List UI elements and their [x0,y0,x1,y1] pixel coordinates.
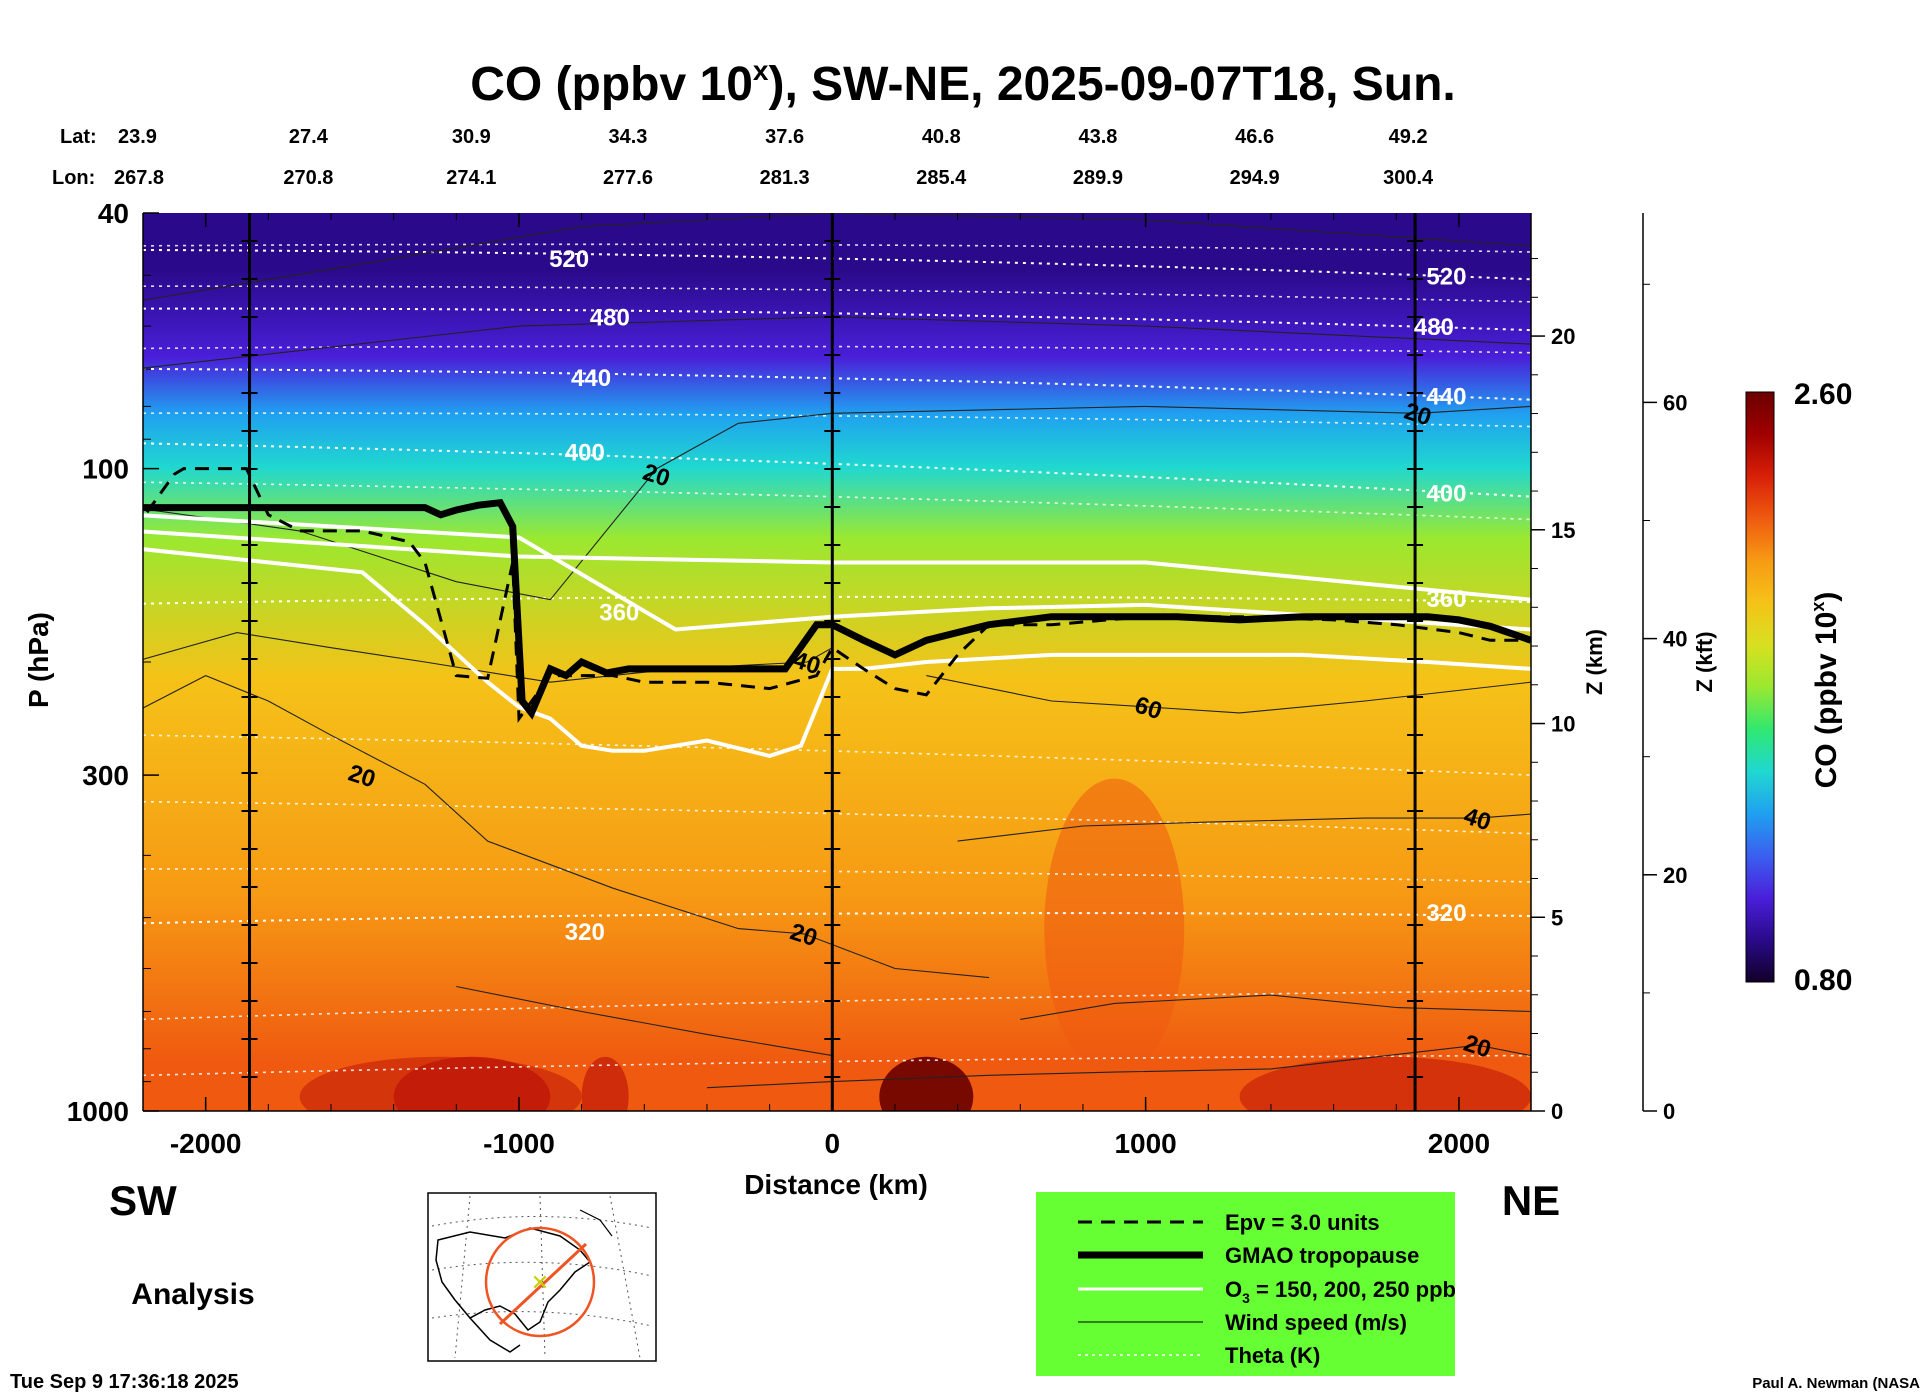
p-tick-label: 100 [82,454,129,485]
lat-value: 43.8 [1078,126,1117,148]
lon-value: 277.6 [603,167,653,189]
wind-speed-contour [143,674,990,979]
legend: Epv = 3.0 units GMAO tropopause O3 = 150… [1036,1192,1456,1376]
legend-epv: Epv = 3.0 units [1225,1210,1380,1235]
x-tick-label: 2000 [1428,1128,1490,1159]
lat-row-label: Lat: [60,126,97,148]
credit: Paul A. Newman (NASA [1752,1375,1920,1392]
z-km-tick-label: 0 [1551,1099,1563,1124]
lon-value: 274.1 [446,167,496,189]
legend-tropopause: GMAO tropopause [1225,1243,1419,1268]
lat-value: 46.6 [1235,126,1274,148]
direction-sw: SW [109,1177,177,1224]
co-high-patch [1239,1056,1531,1111]
pressure-axis-ticks: 40 100 300 1000 [67,198,159,1127]
p-tick-label: 40 [98,198,129,229]
wind-speed-contour [456,985,833,1057]
z-kft-tick-label: 0 [1663,1099,1675,1124]
timestamp: Tue Sep 9 17:36:18 2025 [10,1371,239,1393]
colorbar-min: 0.80 [1794,964,1852,997]
x-axis-ticks: -2000 -1000 0 1000 2000 [170,213,1490,1159]
theta-label-480: 480 [590,305,630,332]
wind-speed-contour [143,405,1531,601]
lat-value: 27.4 [289,126,329,148]
lat-value: 23.9 [118,126,157,148]
z-km-tick-label: 5 [1551,905,1563,930]
theta-label-520: 520 [549,246,589,273]
x-tick-label: -1000 [483,1128,555,1159]
y-axis-label: P (hPa) [23,612,54,708]
lat-lon-values: 23.9 27.4 30.9 34.3 37.6 40.8 43.8 46.6 49.2 267.… [114,126,1434,189]
wind-speed-contour [957,813,1531,842]
vertical-markers [241,213,1424,1111]
lat-value: 30.9 [452,126,491,148]
o3-contour-150 [143,547,1531,758]
z-km-tick-label: 10 [1551,712,1575,737]
co-heatmap [143,213,1531,1111]
lon-value: 300.4 [1383,167,1434,189]
theta-label-520: 520 [1426,263,1466,290]
theta-label-320: 320 [565,919,605,946]
colorbar-label: CO (ppbv 10x) [1808,592,1843,789]
wind-speed-contour [1020,994,1531,1020]
theta-label-400: 400 [565,439,605,466]
legend-theta: Theta (K) [1225,1343,1320,1368]
z-kft-tick-label: 60 [1663,390,1687,415]
x-axis-label: Distance (km) [744,1169,928,1200]
gmao-tropopause-line [143,498,1531,720]
z-kft-axis-label: Z (kft) [1692,631,1717,692]
p-tick-label: 300 [82,760,129,791]
analysis-label: Analysis [131,1278,254,1311]
theta-label-360: 360 [599,600,639,627]
legend-o3: O3 = 150, 200, 250 ppb [1225,1277,1456,1306]
lat-value: 34.3 [609,126,648,148]
lon-value: 270.8 [283,167,333,189]
co-high-patch [1044,778,1185,1079]
lat-value: 37.6 [765,126,804,148]
lat-value: 40.8 [922,126,961,148]
inset-map: ✕ [427,1192,657,1362]
lon-value: 285.4 [916,167,967,189]
theta-label-360: 360 [1426,586,1466,613]
z-km-tick-label: 20 [1551,324,1575,349]
p-tick-label: 1000 [67,1096,129,1127]
lon-value: 294.9 [1230,167,1280,189]
colorbar-max: 2.60 [1794,378,1852,411]
theta-labels: 520 520 480 480 440 440 400 400 360 360 320 320 [549,246,1466,946]
wind-speed-contour [926,675,1531,714]
colorbar-scale [1745,391,1775,983]
colorbar: 2.60 0.80 CO (ppbv 10x) [1745,378,1852,997]
co-high-patch [393,1056,551,1111]
legend-wind: Wind speed (m/s) [1225,1310,1407,1335]
theta-label-440: 440 [571,365,611,392]
z-kft-tick-label: 20 [1663,863,1687,888]
co-high-patch [581,1056,629,1111]
z-kft-axis-ticks: 60 40 20 0 [1643,283,1687,1124]
lon-row-label: Lon: [52,167,95,189]
chart-title: CO (ppbv 10x), SW-NE, 2025-09-07T18, Sun… [470,55,1456,111]
z-km-axis-label: Z (km) [1582,629,1607,695]
co-heatmap-bands [299,778,1531,1111]
theta-label-440: 440 [1426,384,1466,411]
direction-ne: NE [1502,1177,1560,1224]
x-tick-label: -2000 [170,1128,242,1159]
lat-value: 49.2 [1389,126,1428,148]
lon-value: 267.8 [114,167,164,189]
z-kft-tick-label: 40 [1663,627,1687,652]
lon-value: 281.3 [760,167,810,189]
lon-value: 289.9 [1073,167,1123,189]
x-tick-label: 1000 [1114,1128,1176,1159]
theta-label-480: 480 [1414,314,1454,341]
svg-text:✕: ✕ [531,1270,549,1295]
theta-label-320: 320 [1426,900,1466,927]
z-km-axis-ticks: 20 15 10 5 0 [1531,258,1575,1124]
theta-label-400: 400 [1426,481,1466,508]
co-high-patch [879,1056,974,1111]
x-tick-label: 0 [825,1128,841,1159]
z-km-tick-label: 15 [1551,518,1575,543]
